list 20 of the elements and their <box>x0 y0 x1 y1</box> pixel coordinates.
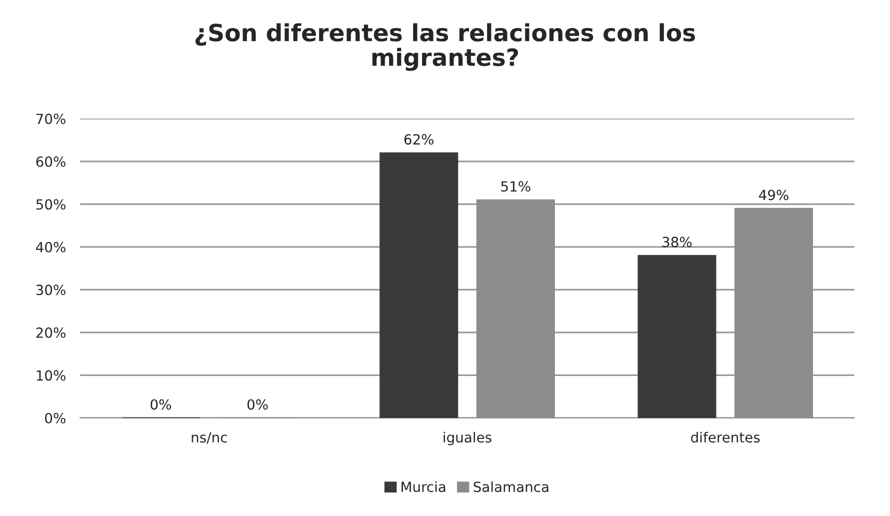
y-tick-label: 70% <box>36 114 66 124</box>
y-tick-label: 20% <box>36 327 66 338</box>
chart-title: ¿Son diferentes las relaciones con los migrantes? <box>195 23 696 71</box>
data-label: 49% <box>758 190 788 200</box>
data-label: 38% <box>662 236 692 248</box>
legend-label: Salamanca <box>474 481 548 492</box>
data-label: 0% <box>150 399 172 410</box>
y-tick-label: 50% <box>36 199 66 210</box>
x-tick-label: diferentes <box>691 432 760 443</box>
y-tick-label: 40% <box>36 242 66 252</box>
x-tick-label: ns/nc <box>192 432 227 444</box>
y-tick-label: 0% <box>45 412 66 424</box>
y-tick-label: 60% <box>36 156 66 167</box>
y-tick-label: 30% <box>36 284 66 296</box>
data-label: 0% <box>247 399 268 410</box>
y-tick-label: 10% <box>36 370 66 381</box>
data-label: 51% <box>501 181 530 192</box>
legend-label: Murcia <box>402 481 446 492</box>
data-label: 62% <box>404 134 434 145</box>
x-tick-label: iguales <box>444 432 492 446</box>
